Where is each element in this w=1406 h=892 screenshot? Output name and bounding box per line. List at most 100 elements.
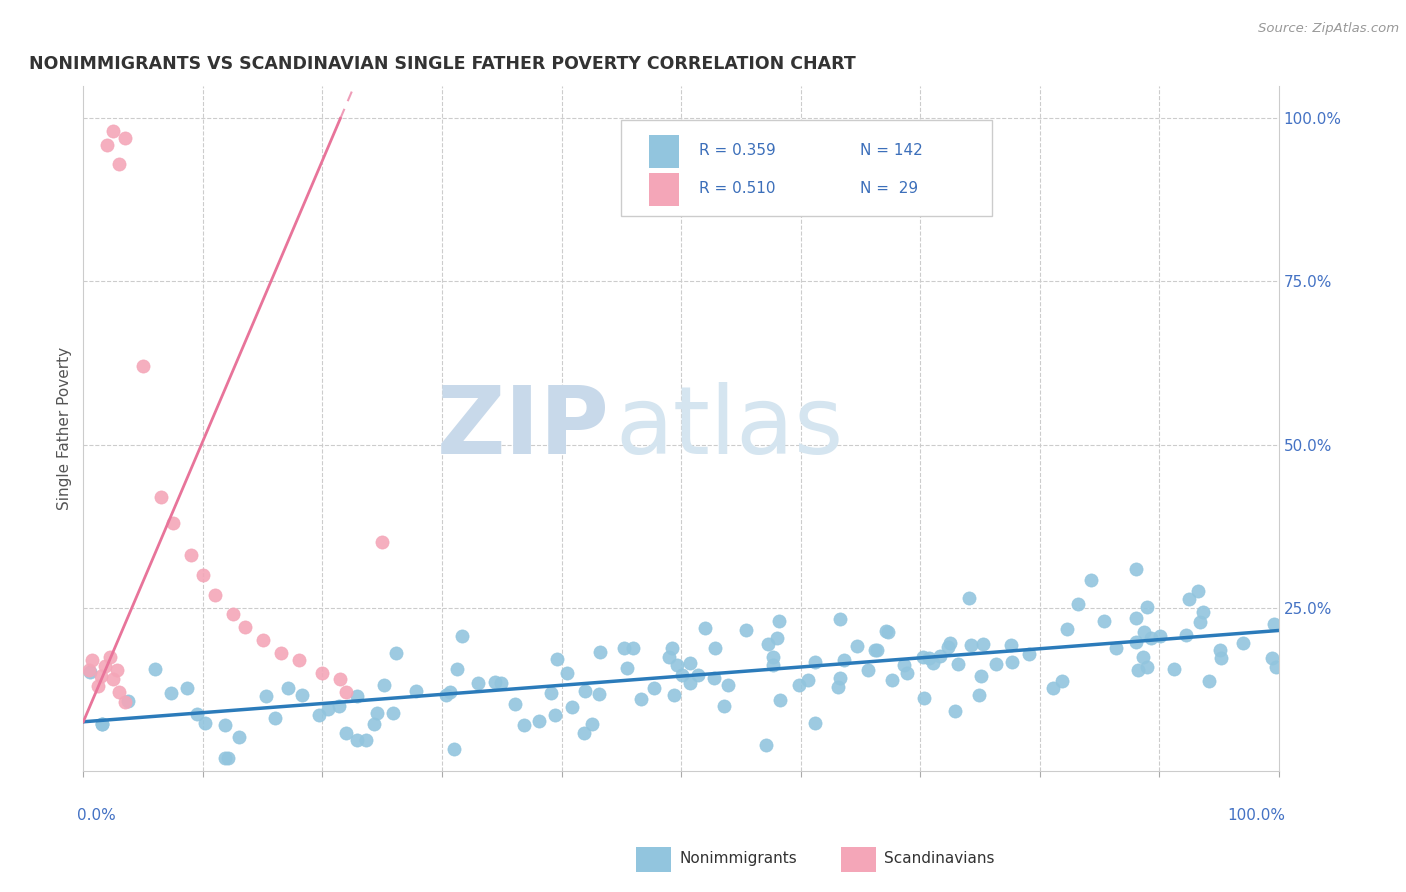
Point bbox=[679, 675, 702, 690]
Point bbox=[986, 657, 1008, 671]
Point bbox=[768, 615, 790, 629]
Text: 0.0%: 0.0% bbox=[77, 808, 117, 823]
Point bbox=[546, 652, 568, 666]
Point bbox=[804, 655, 827, 669]
FancyBboxPatch shape bbox=[648, 173, 679, 206]
Point bbox=[214, 750, 236, 764]
Point bbox=[101, 124, 124, 138]
Point bbox=[928, 649, 950, 664]
Point bbox=[544, 707, 567, 722]
Point bbox=[384, 646, 406, 660]
Point bbox=[132, 359, 155, 374]
Text: 100.0%: 100.0% bbox=[1227, 808, 1285, 823]
Point bbox=[513, 718, 536, 732]
Point bbox=[204, 588, 226, 602]
Point bbox=[616, 661, 638, 675]
Point bbox=[572, 726, 595, 740]
Point bbox=[527, 714, 550, 728]
Point bbox=[1188, 615, 1211, 630]
Text: Source: ZipAtlas.com: Source: ZipAtlas.com bbox=[1258, 22, 1399, 36]
Text: R = 0.510: R = 0.510 bbox=[699, 181, 776, 196]
Point bbox=[108, 157, 131, 171]
Point bbox=[1261, 651, 1284, 665]
Point bbox=[1132, 650, 1154, 665]
Point bbox=[803, 716, 825, 731]
Point bbox=[574, 683, 596, 698]
Point bbox=[96, 137, 118, 152]
Point bbox=[316, 702, 339, 716]
Point bbox=[828, 671, 851, 685]
Point bbox=[588, 687, 610, 701]
Point bbox=[180, 549, 202, 563]
Point bbox=[970, 669, 993, 683]
Point bbox=[703, 671, 725, 685]
Point bbox=[561, 700, 583, 714]
Point bbox=[713, 699, 735, 714]
Point bbox=[329, 673, 352, 687]
Point bbox=[308, 707, 330, 722]
Point bbox=[657, 650, 679, 665]
Point bbox=[451, 629, 474, 643]
Text: N =  29: N = 29 bbox=[860, 181, 918, 196]
Point bbox=[1136, 660, 1159, 674]
Point bbox=[755, 738, 778, 752]
Point bbox=[1209, 642, 1232, 657]
Point bbox=[1133, 624, 1156, 639]
Point bbox=[762, 650, 785, 665]
Point bbox=[693, 621, 716, 635]
Point bbox=[287, 653, 309, 667]
Point bbox=[766, 631, 789, 645]
Point bbox=[1263, 617, 1285, 632]
Point bbox=[371, 535, 394, 549]
Point bbox=[666, 658, 689, 673]
Point bbox=[1042, 681, 1064, 696]
Point bbox=[346, 690, 368, 704]
Point bbox=[91, 717, 114, 731]
Point bbox=[918, 651, 941, 665]
Point bbox=[276, 681, 298, 695]
Point bbox=[80, 653, 103, 667]
Point bbox=[866, 643, 889, 657]
Point bbox=[875, 624, 897, 638]
Point bbox=[1126, 663, 1149, 677]
Point bbox=[555, 666, 578, 681]
Point bbox=[716, 678, 738, 692]
Point bbox=[1092, 614, 1115, 628]
Point bbox=[335, 726, 357, 740]
Point bbox=[827, 680, 849, 694]
Point bbox=[335, 685, 357, 699]
Text: ZIP: ZIP bbox=[436, 383, 609, 475]
Point bbox=[1264, 660, 1286, 674]
Point bbox=[621, 640, 644, 655]
Y-axis label: Single Father Poverty: Single Father Poverty bbox=[58, 347, 72, 510]
Point bbox=[912, 691, 935, 706]
Point bbox=[1149, 629, 1171, 643]
Point bbox=[1125, 611, 1147, 625]
Point bbox=[1135, 599, 1157, 614]
Point bbox=[832, 653, 855, 667]
Point bbox=[1174, 628, 1197, 642]
FancyBboxPatch shape bbox=[621, 120, 993, 216]
Point bbox=[643, 681, 665, 695]
Point bbox=[943, 704, 966, 718]
Point bbox=[162, 516, 184, 530]
Point bbox=[1125, 562, 1147, 576]
Point bbox=[679, 657, 702, 671]
Point bbox=[1192, 605, 1215, 619]
Point bbox=[143, 661, 166, 675]
Point bbox=[484, 675, 506, 690]
Point bbox=[311, 665, 333, 680]
Point bbox=[405, 683, 427, 698]
Point bbox=[1198, 674, 1220, 689]
Point bbox=[77, 663, 100, 677]
Point bbox=[366, 706, 388, 720]
Point bbox=[186, 707, 208, 722]
Point bbox=[896, 666, 918, 681]
Point bbox=[1163, 662, 1185, 676]
Point bbox=[589, 645, 612, 659]
Point bbox=[756, 637, 779, 651]
Point bbox=[503, 698, 526, 712]
Point bbox=[467, 676, 489, 690]
Point bbox=[222, 607, 245, 622]
Point bbox=[346, 732, 368, 747]
